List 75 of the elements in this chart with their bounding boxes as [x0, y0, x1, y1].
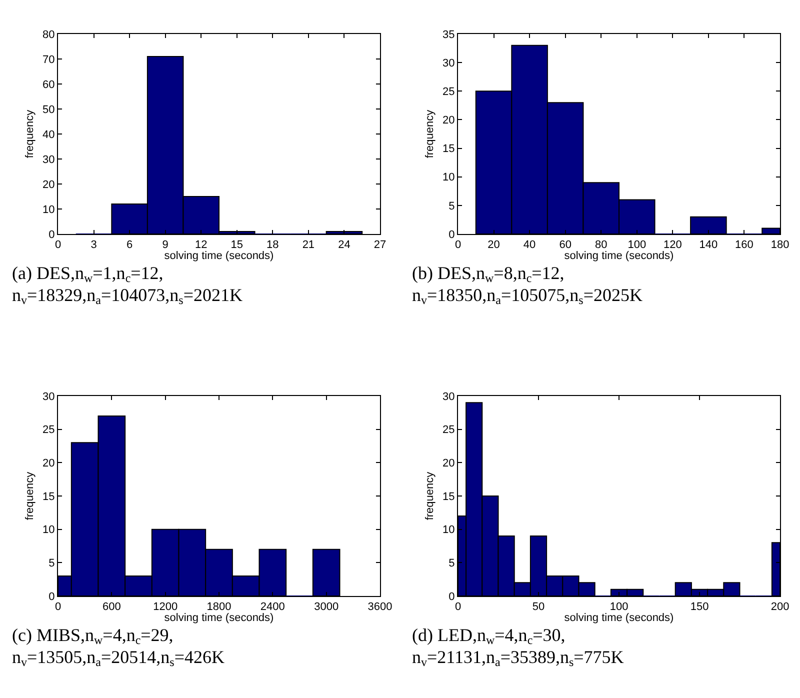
- y-tick-label: 35: [442, 28, 455, 41]
- x-tick-label: 40: [523, 239, 536, 252]
- y-tick-label: 20: [442, 114, 455, 127]
- y-tick-label: 30: [42, 390, 55, 403]
- x-tick-label: 27: [374, 239, 386, 252]
- text: (a) DES,n$_{w}$=1,n$_{c}$=12,: [12, 262, 164, 285]
- x-tick-label: 80: [594, 239, 608, 252]
- y-tick-label: 80: [42, 28, 55, 41]
- y-tick-label: 15: [442, 143, 455, 156]
- y-tick-label: 25: [442, 86, 455, 98]
- text: (c) MIBS,n$_{w}$=4,n$_{c}$=29,: [12, 624, 174, 647]
- y-tick-label: 70: [42, 54, 55, 66]
- y-tick-label: 10: [442, 524, 455, 536]
- text: (b) DES,n$_{w}$=8,n$_{c}$=12,: [412, 262, 566, 285]
- y-tick-label: 10: [42, 204, 55, 216]
- x-tick-label: 3: [90, 239, 97, 252]
- y-tick-label: 5: [48, 558, 55, 570]
- x-tick-label: 3600: [368, 601, 392, 614]
- y-axis-title: frequency: [424, 109, 436, 158]
- x-tick-label: 15: [230, 239, 244, 252]
- text: (d) LED,n$_{w}$=4,n$_{c}$=30,: [412, 624, 566, 647]
- x-tick-label: 20: [488, 239, 500, 252]
- x-tick-label: 150: [690, 601, 709, 614]
- x-tick-label: 12: [194, 239, 208, 252]
- x-tick-label: 18: [266, 239, 279, 252]
- y-tick-label: 25: [42, 424, 55, 436]
- x-tick-label: 24: [338, 239, 350, 252]
- y-tick-label: 60: [42, 78, 55, 91]
- y-tick-label: 30: [42, 154, 55, 166]
- x-tick-label: 21: [302, 239, 315, 252]
- text: n$_{v}$=18350,n$_{a}$=105075,n$_{s}$=2025K: [412, 284, 644, 307]
- x-tick-label: 3000: [314, 601, 339, 614]
- x-tick-label: 1200: [153, 601, 178, 614]
- x-tick-label: 100: [628, 239, 646, 252]
- x-tick-label: 1800: [206, 601, 232, 614]
- y-tick-label: 20: [42, 178, 55, 191]
- y-tick-label: 30: [442, 390, 455, 403]
- x-tick-label: 2400: [260, 601, 285, 614]
- y-tick-label: 5: [448, 558, 455, 570]
- y-tick-label: 20: [42, 458, 55, 470]
- x-tick-label: 9: [162, 239, 168, 252]
- y-tick-label: 15: [42, 490, 55, 503]
- y-axis-title: frequency: [424, 471, 436, 520]
- x-axis-title: solving time (seconds): [564, 612, 674, 624]
- y-tick-label: 15: [442, 490, 455, 503]
- x-tick-label: 600: [102, 601, 121, 614]
- x-tick-label: 200: [770, 601, 790, 614]
- x-tick-label: 180: [770, 239, 790, 252]
- y-axis-title: frequency: [24, 471, 36, 520]
- y-tick-label: 30: [442, 57, 455, 70]
- y-axis-title: frequency: [24, 109, 36, 158]
- y-tick-label: 10: [42, 524, 55, 536]
- x-tick-label: 100: [610, 601, 628, 614]
- x-axis-title: solving time (seconds): [564, 250, 674, 262]
- x-tick-label: 6: [126, 239, 133, 252]
- y-tick-label: 50: [42, 104, 55, 116]
- text: n$_{v}$=18329,n$_{a}$=104073,n$_{s}$=2021K: [12, 284, 244, 307]
- y-tick-label: 25: [442, 424, 455, 436]
- text: n$_{v}$=13505,n$_{a}$=20514,n$_{s}$=426K: [12, 646, 226, 669]
- y-tick-label: 40: [42, 128, 55, 141]
- y-tick-label: 5: [448, 200, 455, 212]
- y-tick-label: 0: [448, 228, 455, 241]
- x-tick-label: 160: [735, 239, 754, 252]
- x-tick-label: 60: [559, 239, 572, 252]
- y-tick-label: 0: [48, 590, 55, 603]
- text: n$_{v}$=21131,n$_{a}$=35389,n$_{s}$=775K: [412, 646, 625, 669]
- x-axis-title: solving time (seconds): [164, 250, 274, 262]
- x-tick-label: 140: [699, 239, 718, 252]
- y-tick-label: 0: [48, 228, 55, 241]
- y-tick-label: 0: [448, 590, 455, 603]
- x-tick-label: 50: [532, 601, 545, 614]
- y-tick-label: 20: [442, 458, 455, 470]
- y-tick-label: 10: [442, 172, 455, 184]
- x-axis-title: solving time (seconds): [164, 612, 274, 624]
- x-tick-label: 120: [663, 239, 682, 252]
